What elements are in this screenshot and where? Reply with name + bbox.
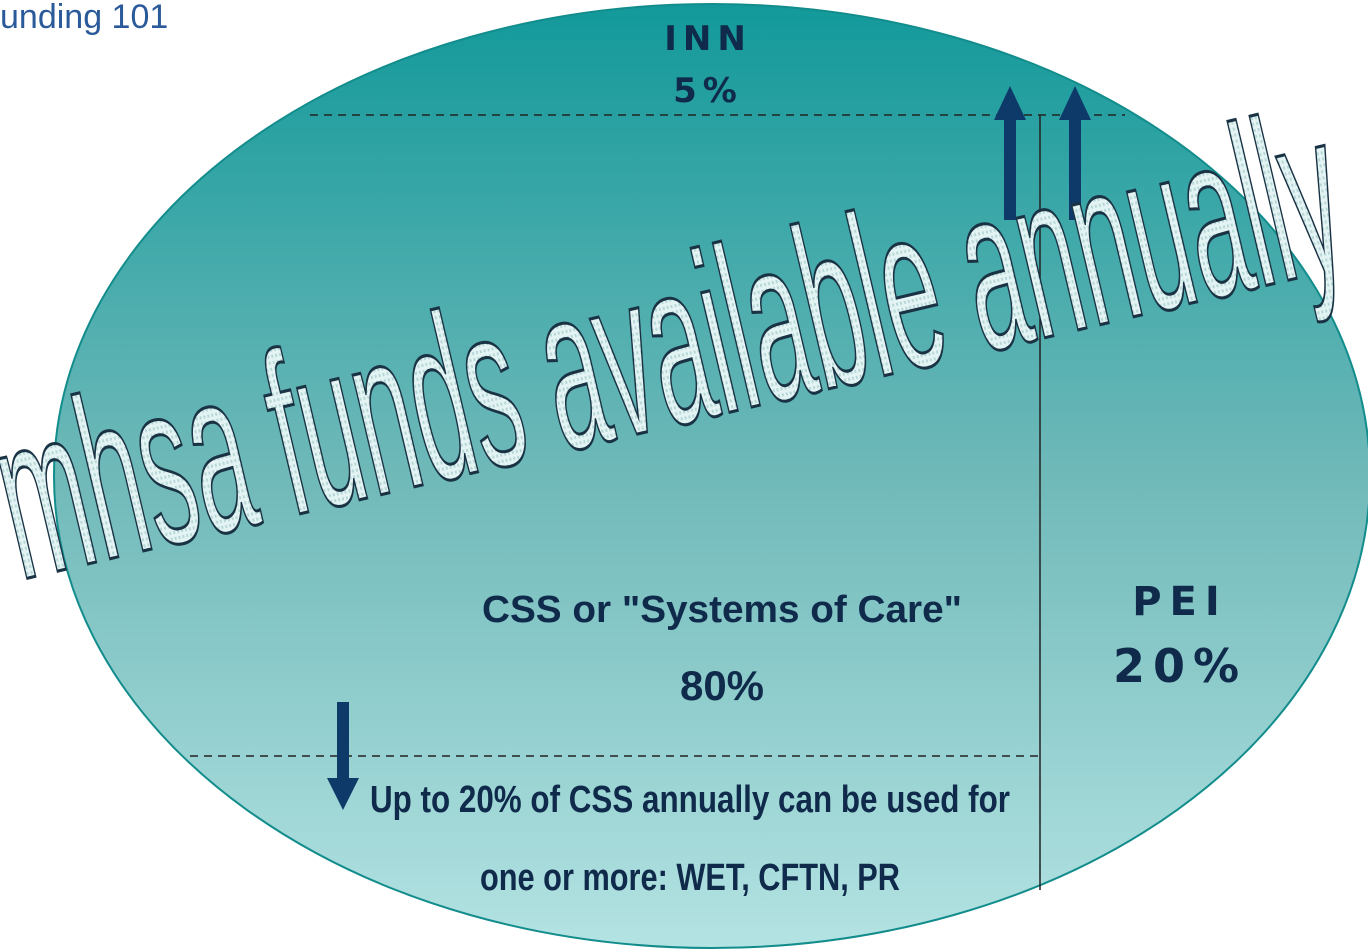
inn-label: INN (664, 19, 752, 59)
css-share: 80% (680, 662, 764, 709)
slide-title: unding 101 (0, 0, 168, 36)
arrow-shaft (1004, 118, 1016, 220)
arrow-shaft (337, 702, 349, 780)
arrows (327, 86, 1091, 810)
pei-label: PEI (1132, 579, 1228, 625)
arrow-head (994, 86, 1026, 120)
arrow-head (327, 778, 359, 810)
css-label: CSS or "Systems of Care" (482, 589, 962, 631)
inn-share: 5% (673, 71, 743, 111)
pei-share: 20% (1113, 639, 1247, 693)
note-line: Up to 20% of CSS annually can be used fo… (370, 779, 1010, 821)
note-line: one or more: WET, CFTN, PR (480, 857, 900, 899)
arrow-head (1059, 86, 1091, 120)
arrow-shaft (1069, 118, 1081, 220)
